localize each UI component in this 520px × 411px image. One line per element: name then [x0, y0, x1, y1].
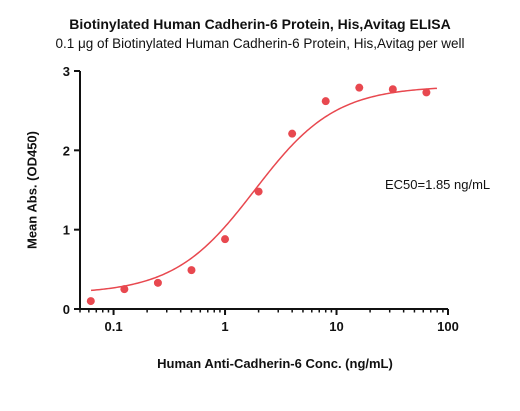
x-axis-label: Human Anti-Cadherin-6 Conc. (ng/mL)	[157, 356, 393, 371]
y-ticks: 0 1 2 3	[63, 64, 80, 317]
y-tick-label: 2	[63, 143, 70, 158]
ec50-annotation: EC50=1.85 ng/mL	[385, 177, 490, 192]
y-tick-label: 1	[63, 223, 70, 238]
data-point	[254, 187, 263, 196]
data-point	[288, 129, 297, 138]
data-point	[422, 88, 431, 97]
x-tick-label: 10	[329, 319, 343, 334]
data-point	[153, 278, 162, 287]
fit-curve	[90, 87, 438, 292]
y-tick-label: 3	[63, 64, 70, 79]
data-point	[120, 285, 129, 294]
x-tick-label: 1	[221, 319, 228, 334]
data-points	[86, 83, 431, 306]
data-point	[187, 266, 196, 275]
x-tick-label: 100	[437, 319, 459, 334]
x-ticks: 0.1 1 10 100	[79, 309, 459, 334]
chart-subtitle: 0.1 μg of Biotinylated Human Cadherin-6 …	[55, 36, 465, 51]
data-point	[321, 97, 330, 106]
data-point	[221, 235, 230, 244]
chart-title: Biotinylated Human Cadherin-6 Protein, H…	[69, 16, 451, 32]
data-point	[86, 297, 95, 306]
x-tick-label: 0.1	[105, 319, 123, 334]
data-point	[388, 85, 397, 94]
y-tick-label: 0	[63, 302, 70, 317]
data-point	[355, 83, 364, 92]
